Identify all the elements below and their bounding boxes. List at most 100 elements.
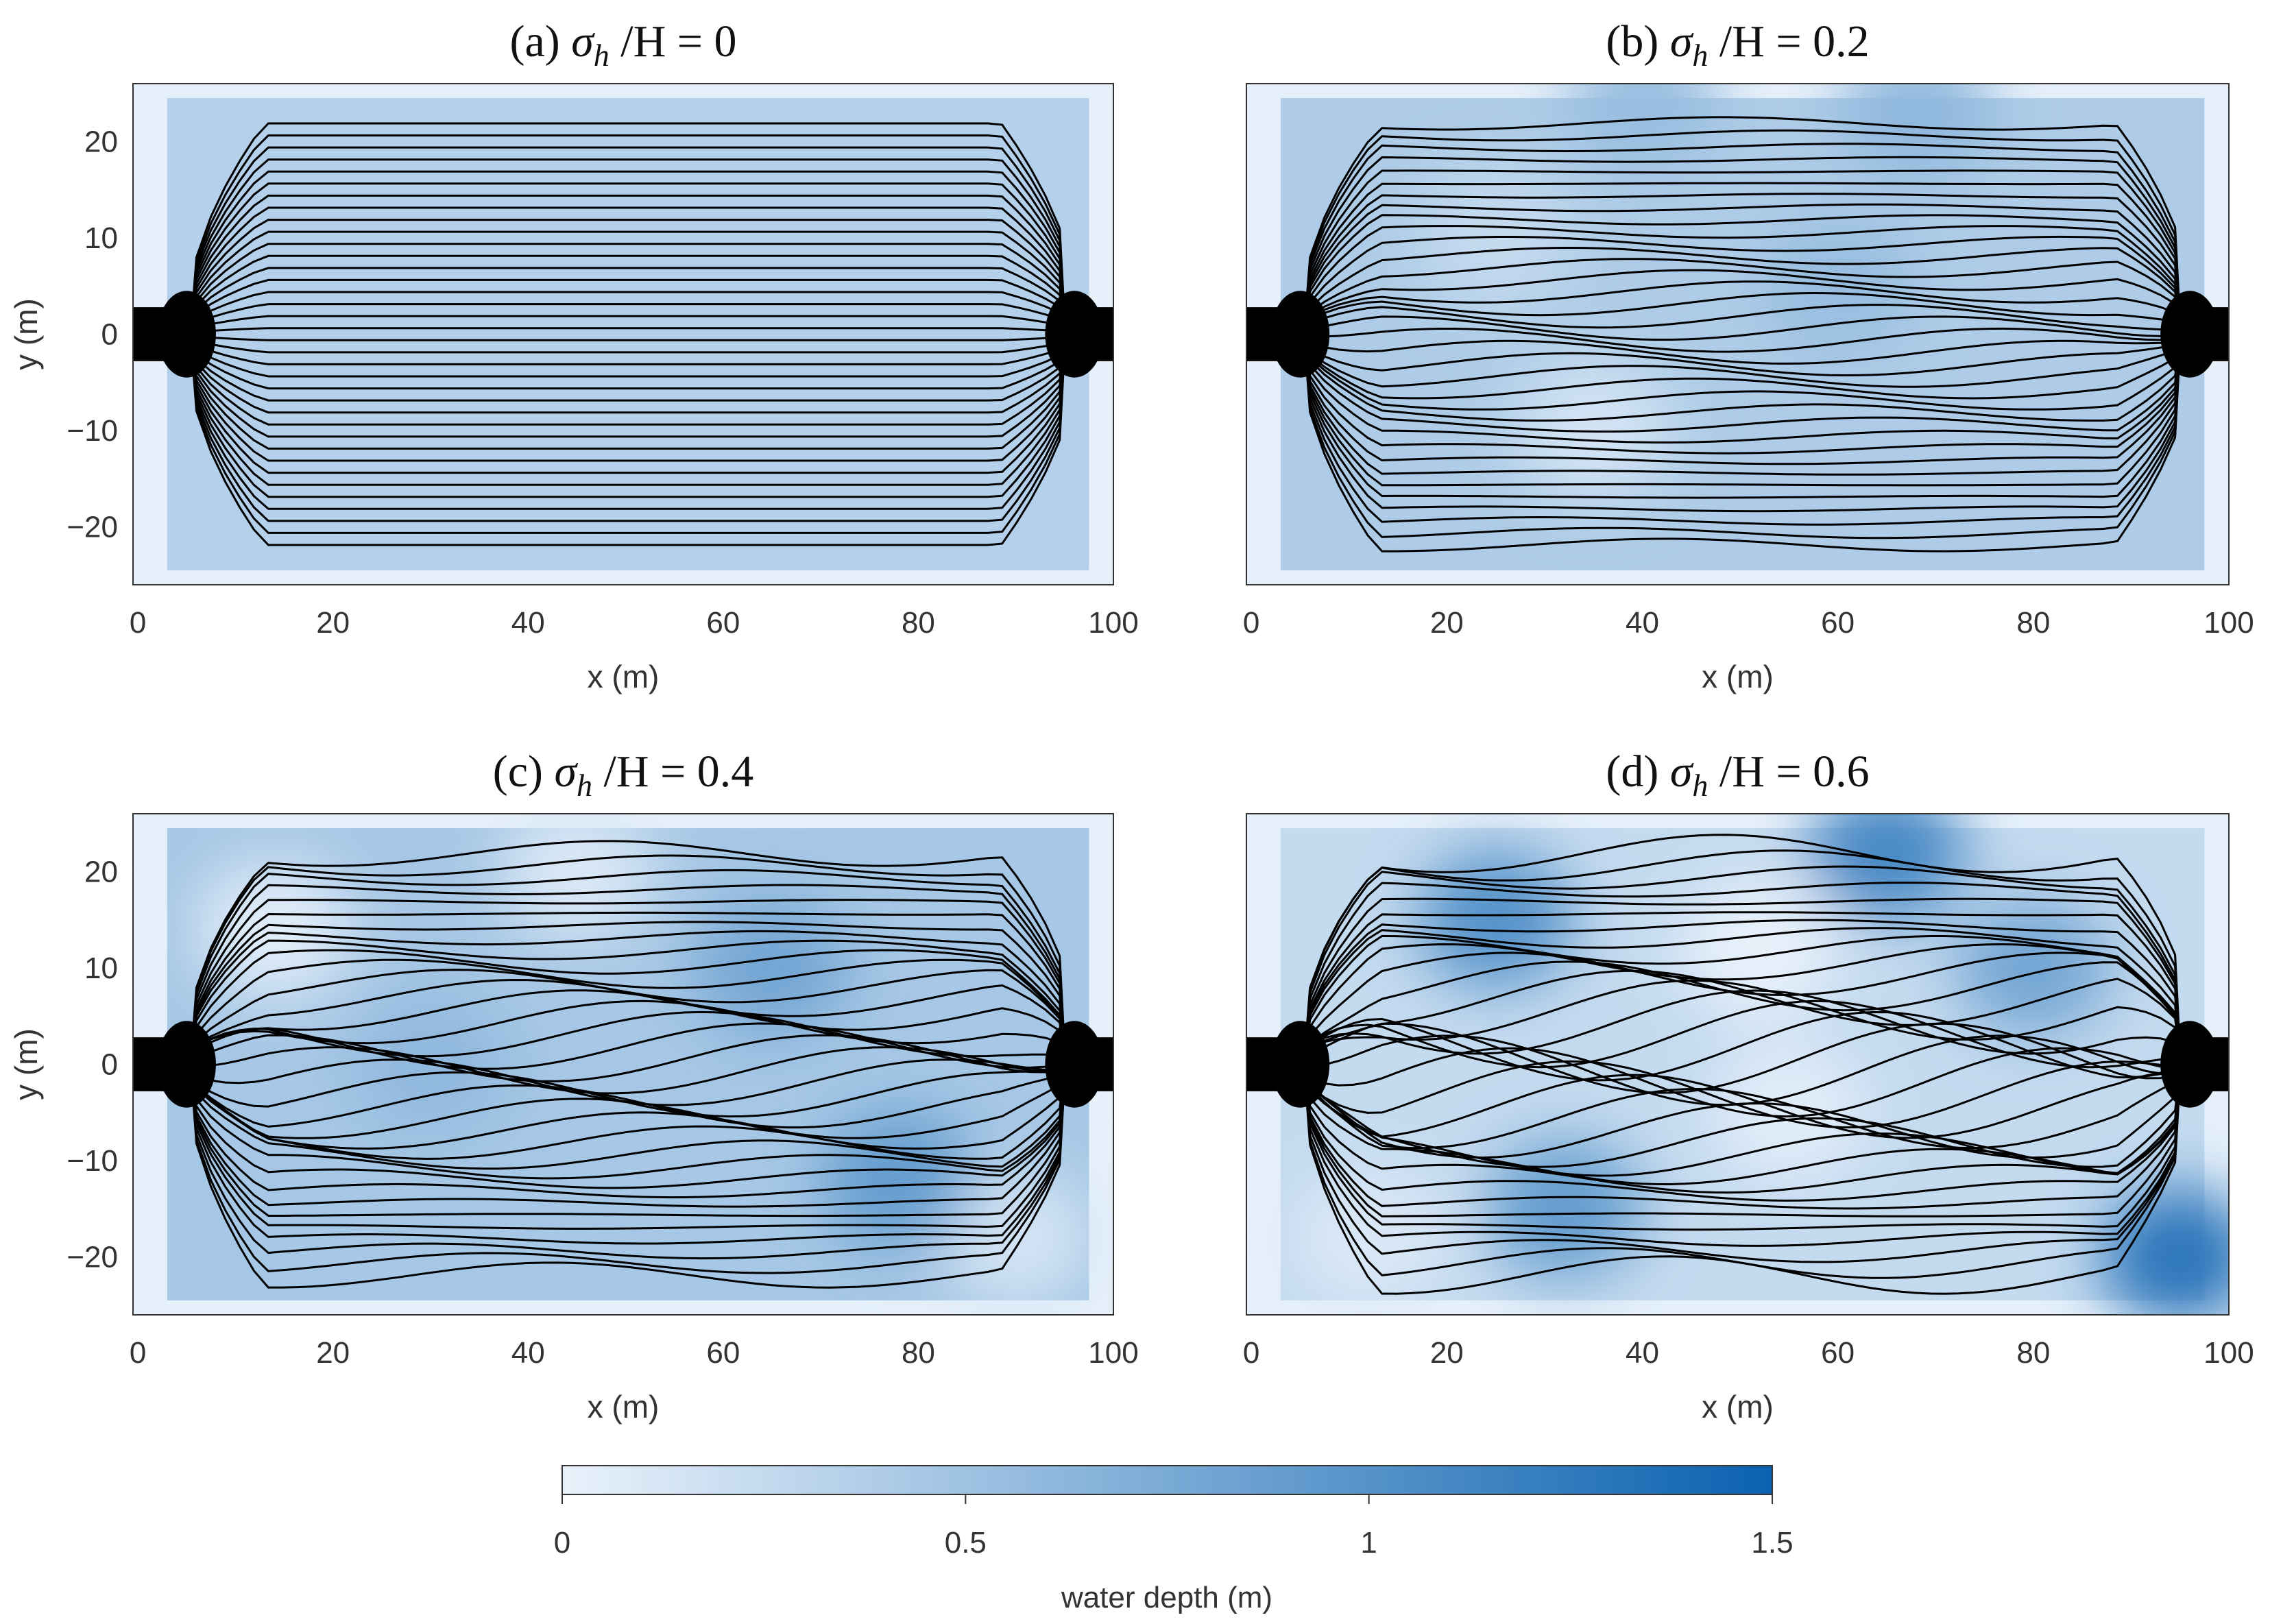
title-symbol: σ — [1670, 747, 1694, 797]
x-tick-label: 100 — [1088, 606, 1138, 640]
x-axis-label: x (m) — [1702, 1389, 1774, 1425]
x-tick-label: 100 — [1088, 1336, 1138, 1370]
streamline — [1304, 960, 2182, 1060]
streamline — [190, 1071, 1066, 1189]
streamline — [1304, 304, 2181, 335]
streamline — [190, 345, 1066, 498]
inlet-cluster — [157, 1021, 216, 1108]
depth-patch — [1955, 900, 2112, 1036]
streamline — [1304, 337, 2182, 388]
streamline — [1304, 246, 2182, 330]
streamline — [190, 339, 1066, 414]
streamline — [190, 1069, 1066, 1170]
streamline — [1304, 269, 2182, 331]
outlet-cluster — [2160, 1021, 2219, 1108]
streamline — [190, 911, 1066, 1055]
streamline — [1304, 258, 2182, 330]
streamline — [190, 343, 1066, 486]
x-tick-label: 0 — [1243, 606, 1259, 640]
streamline — [1304, 911, 2182, 1055]
streamline — [1304, 897, 2182, 1054]
streamline — [1305, 327, 2181, 353]
streamline — [190, 342, 1066, 462]
x-tick-label: 0 — [130, 1336, 146, 1370]
y-tick-label: 0 — [101, 318, 118, 352]
x-tick-label: 100 — [2203, 606, 2254, 640]
x-tick-label: 60 — [706, 1336, 740, 1370]
streamline — [1304, 291, 2182, 333]
streamline — [1304, 1069, 2182, 1168]
streamline — [191, 315, 1066, 334]
x-tick-label: 0 — [130, 606, 146, 640]
streamline — [1304, 834, 2182, 1051]
x-tick-label: 40 — [1626, 606, 1659, 640]
y-tick-label: 0 — [101, 1048, 118, 1082]
streamline — [190, 840, 1066, 1051]
y-tick-label: 20 — [84, 125, 118, 158]
streamline — [1304, 156, 2182, 323]
title-prefix: (c) — [493, 747, 555, 797]
streamline — [1304, 934, 2182, 1057]
depth-patch — [821, 1112, 977, 1248]
y-tick-label: 20 — [84, 855, 118, 888]
colorbar: 0 0.5 1 1.5 water depth (m) — [554, 1465, 1794, 1614]
streamline — [190, 921, 1066, 1056]
streamline — [1304, 346, 2182, 513]
streamline — [191, 303, 1066, 333]
streamline — [190, 1072, 1066, 1199]
colorbar-ticks: 0 0.5 1 1.5 — [554, 1494, 1794, 1560]
colorbar-label: water depth (m) — [1061, 1581, 1272, 1614]
streamline — [190, 1076, 1066, 1260]
streamline — [1304, 340, 2182, 433]
streamline — [190, 899, 1066, 1054]
streamline — [190, 1073, 1066, 1208]
streamline — [190, 347, 1066, 534]
streamline — [190, 341, 1066, 450]
depth-patch — [2101, 1189, 2229, 1315]
streamlines — [1304, 834, 2182, 1295]
title-suffix: /H = 0.6 — [1708, 747, 1869, 797]
streamline — [1304, 1076, 2182, 1263]
title-symbol: σ — [554, 747, 578, 797]
depth-patch — [1290, 1170, 1447, 1305]
panel-title: (c) σh /H = 0.4 — [493, 747, 754, 803]
depth-patch — [1837, 84, 1994, 180]
streamline — [190, 1068, 1066, 1150]
streamline — [190, 146, 1066, 322]
streamline — [1304, 865, 2182, 1052]
streamline — [190, 1071, 1066, 1180]
streamline — [1304, 129, 2182, 322]
x-tick-label: 100 — [2203, 1336, 2254, 1370]
streamline — [1304, 1075, 2182, 1231]
streamline — [190, 182, 1066, 325]
streamline — [191, 337, 1066, 378]
title-subscript: h — [1692, 38, 1708, 73]
streamline — [1304, 1069, 2182, 1177]
streamline — [1304, 999, 2181, 1069]
colorbar-tick-label: 1 — [1360, 1526, 1377, 1560]
streamline — [190, 1078, 1066, 1289]
streamline — [190, 1074, 1066, 1217]
plot-area — [133, 84, 1113, 585]
streamline — [1304, 1077, 2182, 1279]
y-tick-label: 10 — [84, 952, 118, 985]
plot-area — [1246, 84, 2229, 585]
x-tick-label: 80 — [902, 606, 935, 640]
streamline — [1304, 235, 2182, 328]
axes-frame — [132, 83, 1114, 585]
streamline — [1304, 225, 2182, 328]
streamline — [1304, 203, 2182, 326]
streamline — [190, 341, 1066, 438]
streamline — [1304, 193, 2182, 326]
x-tick-label: 80 — [902, 1336, 935, 1370]
streamline — [191, 291, 1066, 332]
streamline — [190, 869, 1066, 1052]
streamline — [1304, 1076, 2182, 1247]
depth-patch — [196, 862, 353, 997]
streamline — [190, 958, 1066, 1058]
streamline — [190, 254, 1066, 330]
streamline — [1304, 1047, 2181, 1118]
streamline — [190, 939, 1066, 1057]
streamline — [190, 1010, 1066, 1063]
